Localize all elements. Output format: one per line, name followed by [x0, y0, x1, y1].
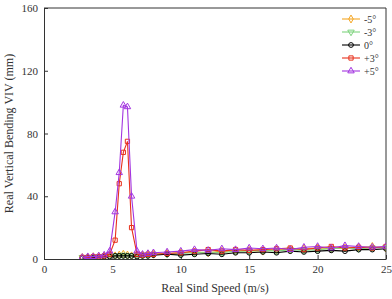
y-tick-mark	[44, 196, 48, 197]
series-marker	[116, 169, 122, 175]
x-tick-label: 0	[42, 263, 48, 275]
series-marker	[355, 243, 361, 249]
series-marker	[383, 243, 386, 249]
series-marker	[164, 248, 170, 254]
legend-line	[342, 70, 360, 71]
legend-label: +5°	[364, 66, 379, 77]
x-tick-label: 15	[244, 263, 256, 275]
series-marker	[205, 247, 211, 253]
marks	[79, 102, 386, 259]
x-axis-title: Real Sind Speed (m/s)	[161, 281, 269, 295]
series-marker	[301, 244, 307, 250]
series-marker	[112, 208, 118, 214]
x-tick-label: 5	[110, 263, 116, 275]
legend: -5° -3° 0° +3° +5°	[342, 14, 379, 77]
legend-item: +5°	[342, 66, 379, 77]
y-axis: 0 40 80 120 160	[22, 2, 49, 265]
y-tick-mark	[44, 259, 48, 260]
plot: 0 5 10 15 20 25 0 40 80 120 160 -5° -3° 0° +3° +5°	[22, 2, 392, 275]
series-marker	[129, 226, 133, 230]
legend-label: -3°	[364, 27, 376, 38]
series-marker	[260, 245, 266, 251]
series-marker	[191, 246, 197, 252]
series-marker	[328, 244, 334, 250]
chart: 0 5 10 15 20 25 0 40 80 120 160 -5° -3° 0° +3° +5° Real …	[0, 0, 392, 299]
y-axis-title: Real Vertical Bending VIV (mm)	[2, 54, 16, 213]
y-tick: 80	[27, 128, 48, 140]
legend-item: 0°	[342, 40, 373, 51]
y-tick: 120	[22, 65, 49, 77]
series-marker	[342, 242, 348, 248]
series-line	[82, 105, 386, 257]
legend-marker	[349, 43, 354, 48]
x-tick: 15	[244, 255, 256, 275]
frame-right	[386, 8, 387, 259]
x-tick: 10	[176, 255, 188, 275]
series-marker	[150, 249, 156, 255]
legend-marker	[349, 15, 354, 23]
series-marker	[113, 238, 117, 242]
series-marker	[219, 245, 225, 251]
series-marker	[121, 150, 125, 154]
series-marker	[273, 244, 279, 250]
series-marker	[129, 253, 134, 258]
y-tick-mark	[44, 134, 48, 135]
legend-marker	[349, 56, 353, 60]
legend-line	[342, 31, 360, 32]
series-marker	[134, 247, 140, 253]
series-marker	[314, 243, 320, 249]
legend-item: +3°	[342, 53, 379, 64]
y-tick-label: 40	[27, 190, 39, 202]
y-tick-label: 80	[27, 128, 39, 140]
x-tick-label: 20	[313, 263, 325, 275]
series-line	[82, 141, 386, 257]
series-marker	[128, 193, 134, 199]
frame-top	[44, 8, 386, 9]
legend-item: -5°	[342, 14, 376, 25]
legend-line	[342, 18, 360, 19]
legend-label: -5°	[364, 14, 376, 25]
series-marker	[246, 244, 252, 250]
y-tick: 40	[27, 190, 48, 202]
series-marker	[124, 103, 130, 109]
series-marker	[232, 246, 238, 252]
series-marker	[106, 247, 112, 253]
series-marker	[178, 247, 184, 253]
series-marker	[287, 246, 293, 252]
x-axis-line	[45, 259, 387, 260]
legend-marker	[348, 67, 354, 73]
y-tick-mark	[44, 71, 48, 72]
legend-marker	[348, 30, 354, 36]
x-tick: 20	[313, 255, 325, 275]
x-tick-mark	[318, 255, 319, 259]
legend-label: +3°	[364, 53, 379, 64]
legend-item: -3°	[342, 27, 376, 38]
legend-label: 0°	[364, 40, 373, 51]
y-tick-label: 120	[22, 65, 39, 77]
legend-line	[342, 44, 360, 45]
y-tick-label: 0	[33, 253, 39, 265]
y-tick: 0	[33, 253, 49, 265]
legend-line	[342, 57, 360, 58]
x-tick-label: 10	[176, 263, 188, 275]
series-marker	[369, 244, 375, 250]
x-tick-label: 25	[381, 263, 392, 275]
y-tick-label: 160	[22, 2, 39, 14]
